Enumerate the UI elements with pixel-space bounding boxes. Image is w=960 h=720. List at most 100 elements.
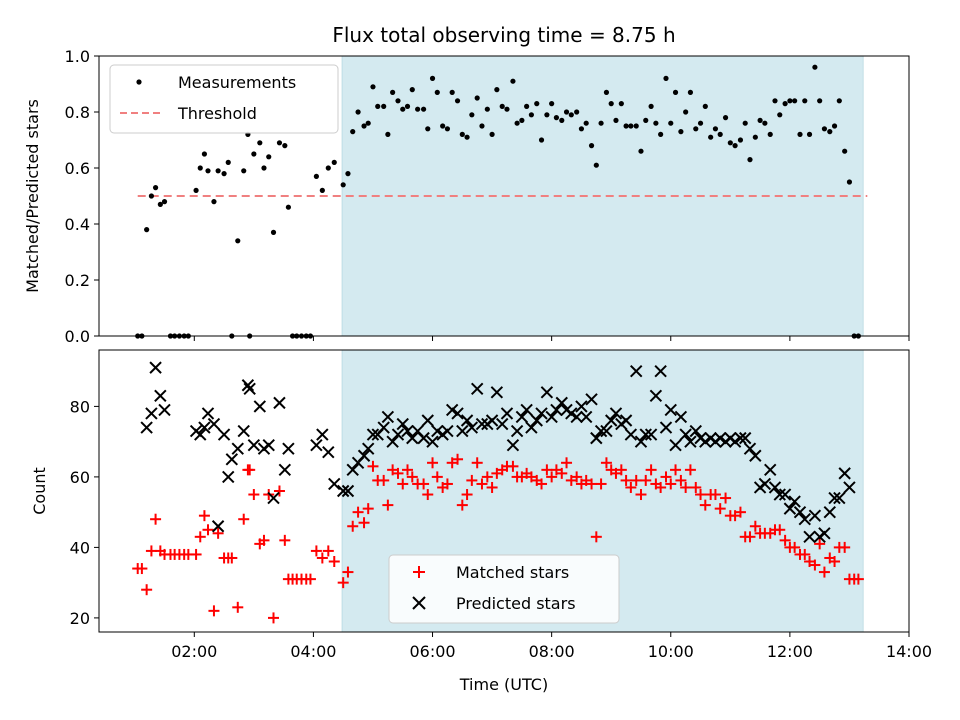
predicted-star-point	[808, 509, 822, 522]
matched-star-point	[818, 566, 830, 578]
measurement-point	[568, 112, 574, 118]
matched-star-point	[486, 481, 498, 493]
predicted-star-point	[460, 414, 474, 427]
measurement-point	[425, 126, 431, 132]
measurement-point	[697, 120, 704, 126]
predicted-star-point	[590, 431, 603, 445]
measurement-point	[658, 131, 664, 137]
matched-star-point	[382, 499, 394, 511]
predicted-star-point	[496, 417, 509, 431]
matched-star-point	[675, 474, 687, 486]
matched-star-point	[690, 481, 702, 493]
predicted-star-point	[237, 424, 250, 438]
matched-star-point	[774, 524, 786, 536]
predicted-star-point	[644, 428, 658, 441]
measurement-point	[355, 109, 361, 115]
matched-star-point	[536, 478, 548, 490]
measurement-point	[782, 101, 788, 107]
predicted-star-point	[253, 400, 267, 413]
matched-star-point	[212, 527, 224, 539]
measurement-point	[370, 84, 376, 90]
predicted-star-point	[600, 424, 613, 438]
matched-star-point	[695, 489, 707, 501]
measurement-point	[444, 126, 451, 132]
matched-star-point	[367, 460, 379, 472]
measurement-point	[319, 187, 325, 193]
measurement-point	[350, 129, 356, 135]
matched-star-point	[392, 467, 404, 479]
predicted-star-point	[445, 403, 459, 417]
predicted-star-point	[267, 491, 280, 505]
bottom-x-ticks: 02:00 04:00 06:00 08:00 10:00 12:00 14:00	[171, 632, 932, 661]
bottom-y-tick-label: 40	[70, 538, 90, 557]
matched-star-point	[244, 464, 256, 476]
matched-star-point	[684, 464, 696, 476]
measurement-point	[519, 117, 525, 123]
predicted-star-point	[194, 428, 207, 441]
measurement-point	[812, 64, 818, 70]
matched-star-point	[586, 478, 598, 490]
predicted-star-point	[743, 442, 757, 455]
matched-star-point	[476, 478, 488, 490]
predicted-star-point	[211, 520, 225, 533]
measurement-point	[638, 148, 644, 154]
bottom-legend: Matched stars Predicted stars	[388, 554, 620, 624]
measurement-point	[603, 89, 610, 95]
measurement-point	[538, 137, 545, 143]
matched-star-point	[595, 478, 607, 490]
matched-star-point	[809, 559, 821, 571]
x-tick-label: 02:00	[171, 642, 217, 661]
predicted-star-point	[713, 431, 727, 445]
measurement-point	[806, 131, 813, 137]
matched-star-point	[546, 471, 558, 483]
predicted-star-point	[515, 410, 529, 424]
predicted-star-point	[201, 407, 215, 420]
top-y-ticks: 0.0 0.2 0.4 0.6 0.8 1.0	[65, 47, 99, 346]
predicted-star-point	[649, 389, 663, 403]
measurement-point	[613, 117, 619, 123]
measurement-point	[643, 117, 649, 123]
measurement-point	[152, 185, 159, 191]
matched-star-point	[471, 457, 483, 469]
predicted-star-point	[145, 407, 158, 420]
matched-star-point	[814, 538, 826, 550]
x-tick-label: 14:00	[886, 642, 932, 661]
top-legend: Measurements Threshold	[109, 64, 339, 134]
measurement-point	[836, 98, 842, 104]
matched-star-point	[337, 577, 349, 589]
matched-star-point	[279, 534, 291, 546]
predicted-star-point	[207, 417, 221, 431]
measurement-point	[510, 78, 516, 84]
predicted-star-point	[570, 410, 583, 424]
predicted-star-point	[674, 410, 688, 424]
predicted-star-point	[217, 428, 231, 441]
measurement-point	[678, 129, 684, 135]
top-y-axis-label: Matched/Predicted stars	[23, 99, 42, 293]
measurement-point	[712, 126, 719, 132]
predicted-star-point	[386, 435, 399, 448]
measurement-point	[221, 171, 227, 177]
predicted-star-point	[530, 414, 543, 427]
measurement-point	[257, 140, 263, 146]
measurement-point	[663, 75, 669, 81]
matched-stars-points	[132, 453, 864, 624]
measurement-point	[802, 98, 808, 104]
matched-star-point	[232, 601, 244, 613]
predicted-star-point	[664, 403, 677, 417]
matched-star-point	[852, 573, 864, 585]
measurement-point	[797, 131, 803, 137]
predicted-star-point	[540, 386, 554, 399]
predicted-star-point	[475, 417, 489, 431]
measurement-point	[792, 98, 798, 104]
bottom-y-ticks: 20 40 60 80	[70, 397, 99, 628]
predicted-star-point	[828, 491, 841, 505]
matched-star-point	[839, 541, 851, 553]
matched-star-point	[699, 499, 711, 511]
predicted-star-point	[506, 438, 520, 452]
measurement-point	[583, 120, 589, 126]
measurement-point	[752, 134, 758, 140]
measurement-point	[241, 168, 247, 174]
measurement-point	[197, 165, 203, 171]
matched-star-point	[226, 552, 238, 564]
predicted-star-point	[500, 407, 514, 420]
